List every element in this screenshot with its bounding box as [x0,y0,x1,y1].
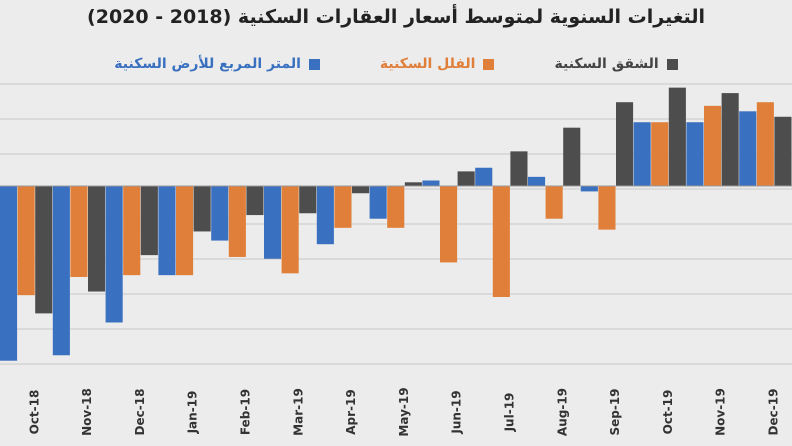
legend-swatch-land [308,58,320,70]
bar-apartments-jun-19 [457,171,475,186]
legend: الشقق السكنية الفلل السكنية المتر المربع… [0,52,792,76]
bar-villas-jul-19 [492,185,510,297]
x-tick-label-oct-19: Oct-19 [661,390,675,435]
bar-land-nov-18 [52,185,70,356]
bar-land-dec-19 [739,111,757,186]
bar-villas-aug-19 [545,185,563,219]
legend-item-villas: الفلل السكنية [380,52,495,76]
x-tick-label-may-19: May-19 [397,387,411,436]
bar-land-nov-19 [686,122,704,186]
bar-land-dec-18 [105,185,123,323]
bar-land-jul-19 [475,167,493,186]
legend-swatch-apartments [666,58,678,70]
x-tick-label-aug-19: Aug-19 [555,388,569,436]
bar-apartments-may-19 [404,182,422,186]
bar-villas-dec-18 [123,185,141,276]
x-tick-label-jun-19: Jun-19 [450,390,464,434]
bar-apartments-sep-19 [616,102,634,186]
x-tick-label-feb-19: Feb-19 [239,389,253,435]
legend-item-land: المتر المربع للأرض السكنية [114,52,320,76]
bar-apartments-dec-18 [140,185,158,256]
bar-land-may-19 [369,185,387,219]
bar-land-aug-19 [528,176,546,186]
bar-apartments-dec-19 [774,116,792,186]
x-tick-label-apr-19: Apr-19 [344,389,358,434]
bar-land-sep-19 [580,185,598,192]
x-tick-label-dec-18: Dec-18 [133,389,147,436]
legend-item-apartments: الشقق السكنية [554,52,678,76]
bar-villas-mar-19 [281,185,299,274]
bar-land-apr-19 [316,185,334,245]
legend-label-villas: الفلل السكنية [379,56,476,72]
x-tick-label-nov-19: Nov-19 [714,388,728,436]
bar-land-oct-19 [633,122,651,186]
x-tick-label-mar-19: Mar-19 [291,388,305,436]
bar-land-mar-19 [264,185,282,259]
bar-villas-jan-19 [176,185,194,276]
bar-land-feb-19 [211,185,229,241]
bar-apartments-aug-19 [563,127,581,186]
bar-apartments-feb-19 [246,185,264,216]
bar-apartments-mar-19 [299,185,317,214]
bar-land-jun-19 [422,180,440,186]
x-tick-label-jan-19: Jan-19 [186,391,200,435]
legend-swatch-villas [483,58,495,70]
bar-villas-sep-19 [598,185,616,230]
bar-villas-oct-18 [17,185,35,296]
bar-apartments-oct-18 [35,185,53,314]
bar-villas-nov-19 [704,105,722,186]
bar-apartments-nov-18 [88,185,106,292]
bar-villas-dec-19 [756,102,774,186]
bar-apartments-jul-19 [510,151,528,186]
bar-apartments-jan-19 [193,185,211,232]
bar-land-jan-19 [158,185,176,276]
chart-title: التغيرات السنوية لمتوسط أسعار العقارات ا… [87,6,705,28]
legend-label-apartments: الشقق السكنية [554,56,659,72]
bar-apartments-nov-19 [721,93,739,186]
x-tick-label-oct-18: Oct-18 [27,390,41,435]
bar-villas-may-19 [387,185,405,228]
legend-label-land: المتر المربع للأرض السكنية [114,56,301,72]
x-tick-label-sep-19: Sep-19 [608,388,622,435]
bar-land-oct-18 [0,185,18,361]
x-tick-label-dec-19: Dec-19 [767,389,781,436]
bar-villas-oct-19 [651,122,669,186]
x-tick-label-nov-18: Nov-18 [80,388,94,436]
bar-villas-apr-19 [334,185,352,228]
bar-apartments-oct-19 [668,87,686,186]
x-tick-label-jul-19: Jul-19 [503,393,517,433]
bar-villas-nov-18 [70,185,88,277]
bar-villas-feb-19 [228,185,246,257]
bar-villas-jun-19 [440,185,458,263]
bar-apartments-apr-19 [352,185,370,194]
